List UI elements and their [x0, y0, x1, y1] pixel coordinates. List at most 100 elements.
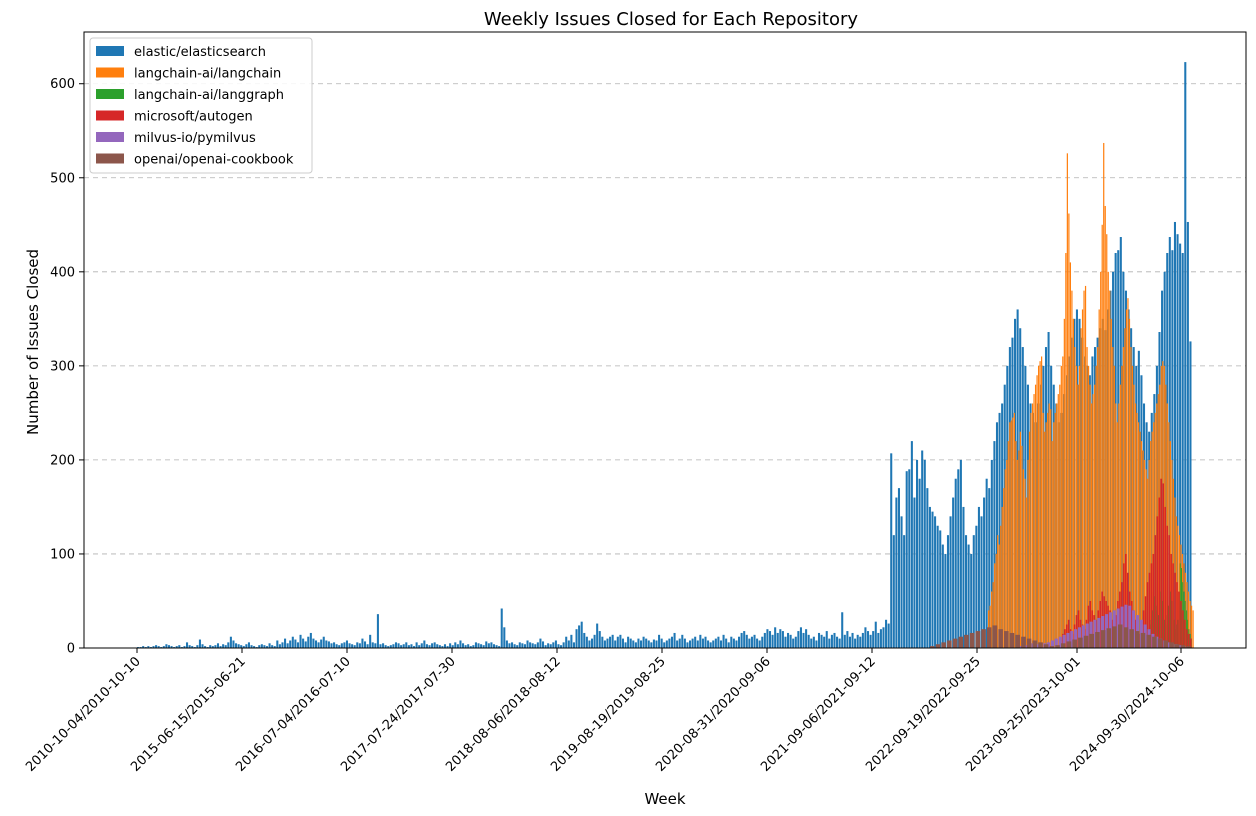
bar-elastic-elasticsearch [534, 644, 537, 648]
bar-milvus-io-pymilvus [1062, 634, 1066, 648]
bar-elastic-elasticsearch [866, 631, 870, 648]
legend: elastic/elasticsearch langchain-ai/langch… [89, 37, 313, 174]
bar-openai-openai-cookbook [1055, 645, 1060, 648]
bar-elastic-elasticsearch [374, 643, 377, 648]
bar-elastic-elasticsearch [1109, 290, 1112, 648]
bar-langchain-ai-langchain [1030, 412, 1032, 648]
bar-microsoft-autogen [1160, 478, 1163, 648]
bar-langchain-ai-langchain [1115, 403, 1117, 648]
bar-langchain-ai-langchain [1150, 441, 1152, 648]
bar-elastic-elasticsearch [562, 642, 565, 648]
bar-elastic-elasticsearch [402, 644, 405, 648]
bar-openai-openai-cookbook [1061, 643, 1066, 648]
bar-elastic-elasticsearch [859, 636, 862, 648]
bar-milvus-io-pymilvus [1124, 604, 1128, 648]
bar-openai-openai-cookbook [1157, 638, 1163, 648]
bar-elastic-elasticsearch [799, 627, 802, 648]
bar-langchain-ai-langchain [1125, 309, 1128, 648]
bar-elastic-elasticsearch [750, 636, 753, 648]
bar-openai-openai-cookbook [1174, 644, 1180, 648]
bar-elastic-elasticsearch [345, 640, 348, 648]
bar-elastic-elasticsearch [781, 631, 784, 648]
bar-elastic-elasticsearch [807, 634, 810, 648]
bar-elastic-elasticsearch [910, 441, 913, 648]
bar-openai-openai-cookbook [964, 634, 969, 648]
legend-swatch [96, 110, 124, 121]
bar-openai-openai-cookbook [1021, 636, 1026, 648]
bar-elastic-elasticsearch [640, 640, 643, 648]
bar-elastic-elasticsearch [869, 634, 872, 648]
bar-langchain-ai-langchain [1087, 365, 1090, 648]
bar-langchain-ai-langchain [1192, 610, 1194, 648]
bar-elastic-elasticsearch [1176, 234, 1179, 648]
bar-elastic-elasticsearch [738, 636, 741, 648]
bar-elastic-elasticsearch [756, 638, 759, 648]
bar-openai-openai-cookbook [1038, 642, 1043, 648]
bar-elastic-elasticsearch [856, 634, 859, 648]
bar-elastic-elasticsearch [490, 642, 493, 648]
bar-elastic-elasticsearch [833, 632, 836, 648]
bar-elastic-elasticsearch [304, 641, 307, 648]
bar-openai-openai-cookbook [1140, 632, 1146, 648]
bar-elastic-elasticsearch [518, 642, 521, 648]
bar-elastic-elasticsearch [890, 453, 893, 648]
x-tick-label: 2016-07-04/2016-07-10 [233, 654, 354, 775]
bar-milvus-io-pymilvus [1054, 638, 1058, 648]
bar-elastic-elasticsearch [529, 642, 532, 648]
bar-elastic-elasticsearch [696, 640, 699, 648]
bar-langchain-ai-langchain [1153, 422, 1155, 648]
bar-milvus-io-pymilvus [1074, 629, 1078, 648]
bar-langchain-ai-langchain [1106, 234, 1108, 648]
bar-langchain-ai-langchain [992, 582, 994, 648]
bar-microsoft-autogen [1119, 591, 1121, 648]
bar-elastic-elasticsearch [335, 644, 338, 648]
bar-elastic-elasticsearch [719, 640, 723, 648]
bar-elastic-elasticsearch [740, 632, 743, 648]
bar-langchain-ai-langchain [1104, 205, 1106, 649]
bar-elastic-elasticsearch [609, 636, 612, 648]
bar-elastic-elasticsearch [882, 627, 885, 648]
bar-elastic-elasticsearch [178, 645, 181, 648]
bar-elastic-elasticsearch [314, 640, 318, 648]
bar-elastic-elasticsearch [647, 640, 650, 648]
bar-openai-openai-cookbook [935, 644, 941, 648]
bar-elastic-elasticsearch [743, 631, 746, 648]
bar-elastic-elasticsearch [645, 638, 648, 648]
bar-elastic-elasticsearch [1057, 422, 1060, 648]
legend-label: openai/openai-cookbook [134, 153, 294, 168]
bar-elastic-elasticsearch [508, 643, 511, 648]
bar-microsoft-autogen [1172, 563, 1174, 648]
bar-openai-openai-cookbook [952, 638, 958, 648]
bar-elastic-elasticsearch [885, 619, 888, 648]
bar-langchain-ai-langchain [1063, 318, 1065, 648]
bar-elastic-elasticsearch [229, 636, 232, 648]
bar-openai-openai-cookbook [1117, 624, 1123, 648]
bar-elastic-elasticsearch [235, 643, 238, 648]
bar-elastic-elasticsearch [774, 627, 777, 648]
bar-elastic-elasticsearch [356, 642, 359, 648]
bar-langchain-ai-langchain [1010, 420, 1012, 648]
bar-langchain-ai-langchain [1009, 422, 1011, 648]
y-axis-title: Number of Issues Closed [24, 249, 42, 435]
bar-langchain-ai-langchain [1036, 375, 1038, 648]
bar-langchain-ai-langchain [1139, 431, 1141, 648]
bar-microsoft-autogen [1154, 535, 1157, 648]
bar-elastic-elasticsearch [472, 645, 475, 648]
bar-elastic-elasticsearch [338, 645, 341, 648]
x-tick-label: 2017-07-24/2017-07-30 [338, 654, 459, 775]
bar-openai-openai-cookbook [1180, 645, 1186, 648]
legend-label: milvus-io/pymilvus [134, 131, 256, 146]
bar-elastic-elasticsearch [281, 642, 284, 648]
bar-microsoft-autogen [1166, 525, 1168, 648]
bar-elastic-elasticsearch [245, 644, 248, 648]
y-tick-label: 200 [50, 453, 75, 468]
bar-langchain-ai-langchain [1163, 365, 1165, 648]
y-tick-label: 100 [50, 547, 75, 562]
bar-langchain-ai-langchain [1069, 262, 1071, 648]
bar-elastic-elasticsearch [1014, 318, 1017, 648]
bar-langchain-ai-langchain [1034, 384, 1037, 648]
bar-elastic-elasticsearch [222, 644, 225, 648]
bar-langchain-ai-langchain [1048, 403, 1050, 648]
bar-openai-openai-cookbook [1032, 640, 1038, 648]
bar-elastic-elasticsearch [544, 645, 547, 648]
